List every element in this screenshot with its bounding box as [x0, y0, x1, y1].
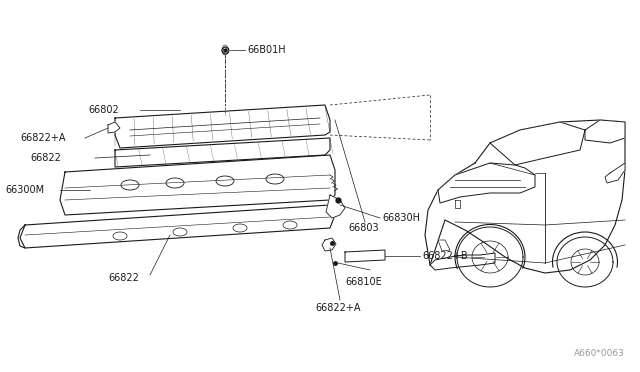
- Polygon shape: [438, 163, 535, 203]
- Text: 66822: 66822: [108, 273, 139, 283]
- Text: 66822+A: 66822+A: [20, 133, 65, 143]
- Polygon shape: [490, 122, 585, 165]
- Polygon shape: [430, 253, 495, 270]
- Polygon shape: [326, 195, 345, 218]
- Text: 66822+A: 66822+A: [315, 303, 360, 313]
- Polygon shape: [20, 205, 335, 248]
- Text: 66822+B: 66822+B: [422, 251, 468, 261]
- Polygon shape: [438, 240, 450, 251]
- Polygon shape: [108, 122, 120, 133]
- Polygon shape: [605, 163, 625, 183]
- Text: 66822: 66822: [30, 153, 61, 163]
- Text: 66B01H: 66B01H: [247, 45, 285, 55]
- Text: 66803: 66803: [348, 223, 379, 233]
- Polygon shape: [425, 120, 625, 273]
- Polygon shape: [115, 138, 330, 167]
- Polygon shape: [60, 155, 335, 215]
- Polygon shape: [345, 250, 385, 262]
- Text: A660*0063: A660*0063: [574, 349, 625, 358]
- Text: 66802: 66802: [88, 105, 119, 115]
- Text: 66810E: 66810E: [345, 277, 381, 287]
- Polygon shape: [115, 105, 330, 148]
- Polygon shape: [585, 120, 625, 143]
- Text: 66830H: 66830H: [382, 213, 420, 223]
- Polygon shape: [322, 238, 336, 251]
- Text: 66300M: 66300M: [5, 185, 44, 195]
